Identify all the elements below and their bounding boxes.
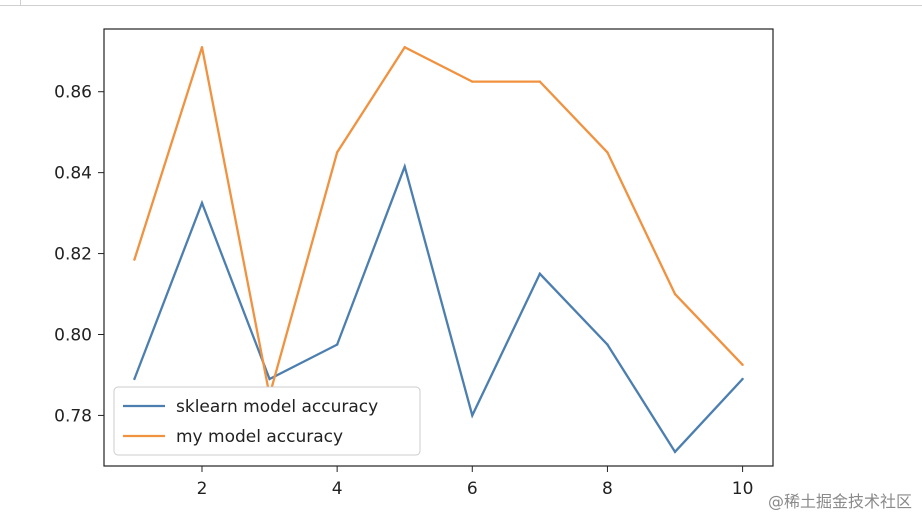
legend: sklearn model accuracy my model accuracy (113, 386, 421, 456)
data-point (538, 80, 542, 83)
data-point (133, 377, 136, 381)
legend-label-my-model: my model accuracy (176, 427, 343, 447)
data-point (200, 201, 204, 205)
watermark-text: @稀土掘金技术社区 (767, 492, 912, 511)
y-tick-label: 0.84 (54, 164, 92, 184)
data-point (673, 450, 677, 454)
y-tick-label: 0.86 (54, 83, 92, 103)
data-point (673, 292, 677, 296)
data-point (133, 258, 136, 261)
data-point (403, 46, 406, 49)
y-tick-label: 0.82 (54, 245, 92, 265)
x-tick-label: 4 (332, 479, 343, 499)
x-tick-label: 6 (467, 479, 478, 499)
series-lines (133, 45, 744, 454)
y-tick-label: 0.80 (54, 325, 92, 345)
y-tick-label: 0.78 (54, 406, 92, 426)
x-tick-label: 2 (197, 479, 208, 499)
data-point (471, 414, 474, 417)
data-point (200, 46, 204, 49)
data-point (741, 377, 744, 381)
data-point (606, 151, 609, 154)
data-point (335, 343, 339, 346)
data-point (538, 272, 542, 276)
series-line-sklearn (133, 162, 744, 454)
axis-ticks: 2 4 6 8 10 0.78 0.80 0.82 0.84 0.86 (54, 83, 753, 499)
x-tick-label: 10 (732, 479, 754, 499)
series-line-my-model (133, 45, 744, 396)
data-point (268, 377, 271, 381)
legend-box (113, 386, 421, 456)
notebook-cell-edge (0, 0, 922, 6)
data-point (335, 151, 339, 154)
legend-label-sklearn: sklearn model accuracy (176, 397, 378, 417)
data-point (471, 80, 474, 83)
data-point (403, 165, 406, 168)
x-tick-label: 8 (602, 479, 613, 499)
data-point (741, 363, 744, 367)
data-point (606, 343, 609, 346)
